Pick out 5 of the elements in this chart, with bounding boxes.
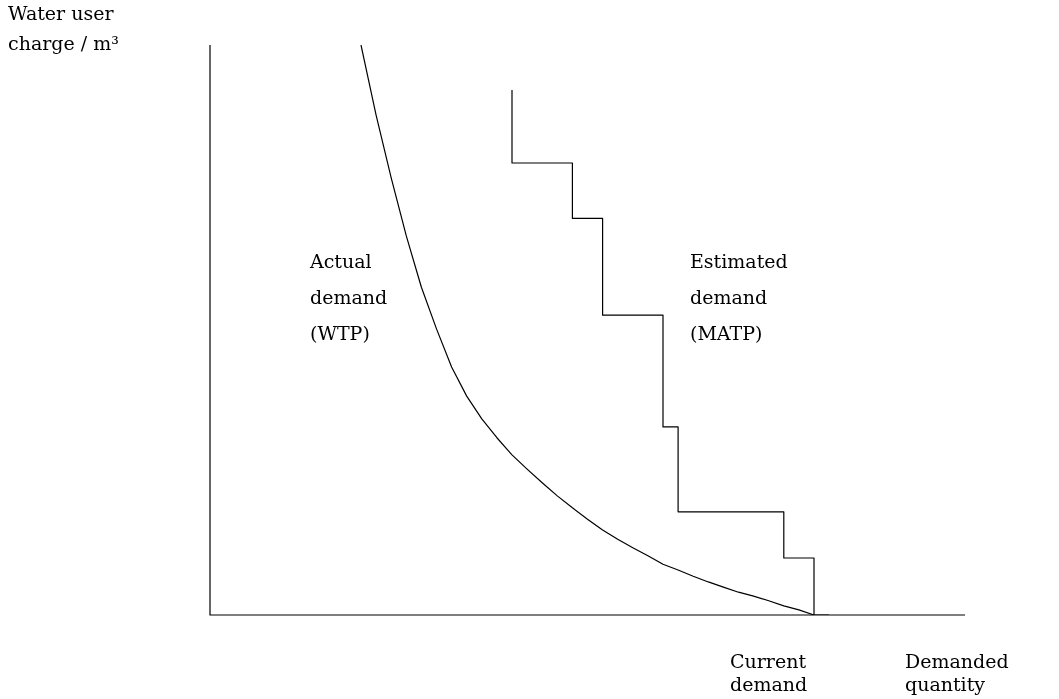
series-label: Estimated demand (MATP): [690, 250, 788, 344]
x-axis-title: Demanded quantity: [905, 650, 1009, 695]
y-axis-title: Water user charge / m³: [8, 2, 119, 54]
series-label: Actual demand (WTP): [309, 250, 388, 344]
text: Current demand: [730, 650, 808, 695]
